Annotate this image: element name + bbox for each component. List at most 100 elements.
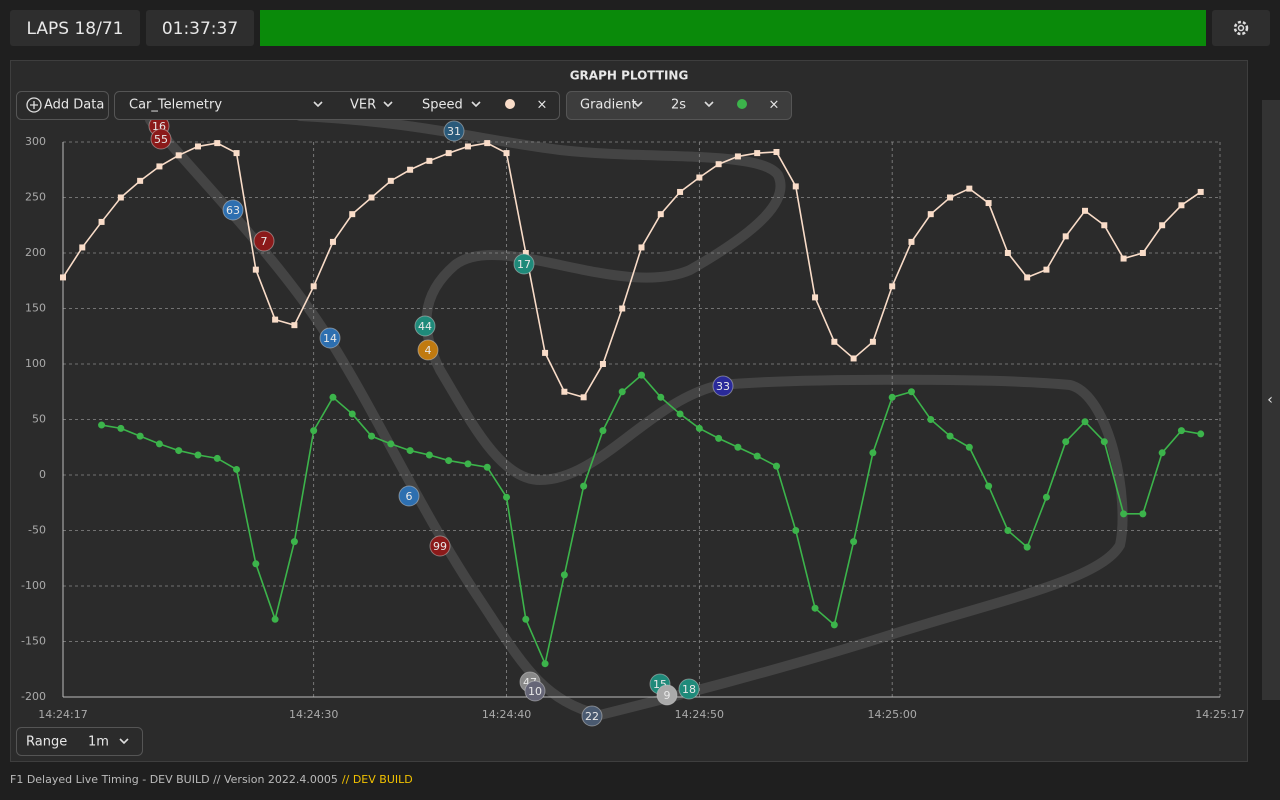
chevron — [471, 101, 481, 108]
car-number: 18 — [682, 683, 696, 696]
add-data-label: Add Data — [44, 98, 104, 113]
point — [947, 194, 954, 201]
point — [830, 621, 838, 629]
chevron — [119, 738, 129, 745]
point — [599, 427, 607, 435]
car-number: 10 — [528, 685, 542, 698]
car-number: 63 — [226, 204, 240, 217]
car-number: 99 — [433, 540, 447, 553]
point — [272, 316, 279, 323]
channel-select[interactable]: Gradient — [580, 98, 637, 113]
point — [117, 194, 124, 201]
point — [1139, 510, 1147, 518]
driver-select[interactable]: VER — [350, 98, 376, 113]
point — [60, 274, 66, 281]
point — [927, 416, 935, 423]
car-number: 17 — [517, 258, 531, 271]
point — [696, 174, 703, 181]
remove-series[interactable]: × — [769, 98, 780, 113]
point — [619, 305, 626, 312]
point — [1177, 427, 1185, 435]
source-select[interactable]: Car_Telemetry — [129, 98, 222, 113]
car-marker — [222, 199, 244, 221]
point — [1023, 543, 1031, 551]
settings-button[interactable] — [1212, 10, 1270, 46]
point — [657, 393, 665, 401]
point — [445, 457, 453, 465]
point — [1062, 438, 1070, 446]
point — [1081, 418, 1089, 426]
car-marker — [678, 678, 700, 700]
point — [792, 527, 800, 534]
point — [1100, 438, 1108, 446]
plus-icon — [30, 101, 38, 109]
point — [310, 283, 317, 290]
point — [542, 349, 549, 356]
point — [1042, 493, 1050, 501]
point — [136, 432, 144, 440]
car-number: 6 — [406, 490, 413, 503]
y-tick-label: -200 — [21, 690, 46, 703]
side-tab-arrow: ‹ — [1267, 392, 1273, 408]
y-tick-label: -50 — [28, 524, 46, 537]
car-marker — [712, 375, 734, 397]
point — [927, 211, 934, 218]
car-marker — [417, 339, 439, 361]
x-tick-label: 14:25:17 — [1195, 708, 1244, 721]
point — [271, 615, 279, 623]
point — [541, 660, 549, 668]
car-marker — [414, 315, 436, 337]
point — [79, 244, 86, 251]
point — [503, 150, 510, 157]
footer-text: F1 Delayed Live Timing - DEV BUILD // Ve… — [10, 773, 413, 786]
window-select[interactable]: 2s — [671, 98, 686, 113]
laps-box — [10, 10, 140, 46]
range-value[interactable]: 1m — [88, 735, 109, 750]
point — [908, 238, 915, 245]
series-color[interactable] — [505, 99, 515, 109]
remove-series[interactable]: × — [537, 98, 548, 113]
series-selector — [566, 91, 792, 120]
point — [695, 424, 703, 432]
point — [715, 161, 722, 168]
x-tick-label: 14:24:40 — [482, 708, 531, 721]
range-control[interactable] — [16, 727, 143, 756]
point — [407, 166, 414, 173]
point — [117, 424, 125, 432]
channel-select[interactable]: Speed — [422, 98, 463, 113]
car-number: 14 — [323, 332, 337, 345]
panel — [10, 60, 1248, 762]
point — [213, 454, 221, 462]
point — [98, 218, 105, 225]
point — [252, 560, 260, 568]
point — [1197, 188, 1204, 195]
car-marker — [513, 253, 535, 275]
point — [1004, 527, 1012, 534]
x-tick-label: 14:24:17 — [38, 708, 87, 721]
series-color[interactable] — [737, 99, 747, 109]
point — [1120, 510, 1128, 518]
y-tick-label: -100 — [21, 579, 46, 592]
point — [715, 434, 723, 442]
point — [792, 183, 799, 190]
point — [638, 371, 645, 379]
point — [831, 338, 838, 345]
point — [889, 283, 896, 290]
car-marker — [319, 327, 341, 349]
point — [638, 244, 645, 251]
point — [985, 200, 992, 207]
point — [445, 150, 452, 157]
chevron — [313, 101, 323, 108]
car-number: 22 — [585, 710, 599, 723]
point — [811, 604, 819, 612]
add-data-button[interactable] — [16, 91, 109, 120]
point — [812, 294, 819, 301]
point — [888, 393, 896, 401]
point — [137, 177, 144, 184]
point — [483, 463, 491, 471]
point — [734, 153, 741, 160]
y-tick-label: 250 — [25, 191, 46, 204]
side-tab[interactable] — [1262, 100, 1280, 700]
car-marker — [253, 230, 275, 252]
